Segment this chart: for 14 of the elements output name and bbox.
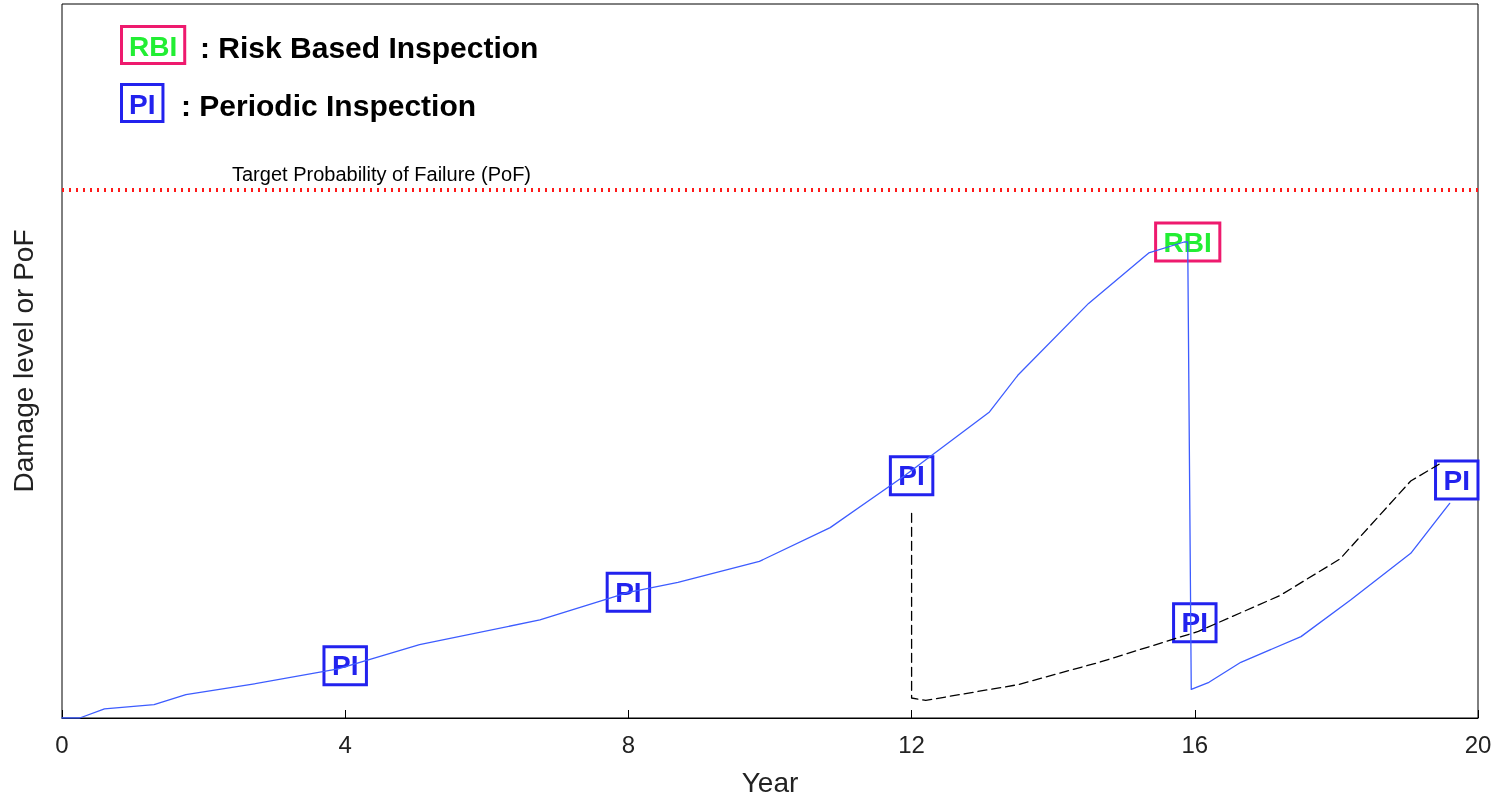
x-tick-label: 4 — [338, 730, 352, 758]
annotation: PI — [1443, 464, 1470, 496]
x-tick-label: 12 — [898, 730, 925, 758]
annotation: PI — [898, 460, 925, 492]
x-tick-label: 8 — [621, 730, 636, 758]
annotation: RBI — [1163, 226, 1212, 258]
x-tick-label: 0 — [55, 730, 69, 758]
x-tick-label: 20 — [1464, 730, 1492, 758]
ref-line-label: Target Probability of Failure (PoF) — [232, 162, 532, 185]
y-axis-title: Damage level or PoF — [7, 229, 39, 493]
x-axis-title: Year — [741, 766, 799, 798]
text: RBI : Risk Based Inspection — [129, 30, 539, 64]
text: PI : Periodic Inspection — [129, 88, 477, 122]
x-tick-label: 16 — [1181, 730, 1209, 758]
